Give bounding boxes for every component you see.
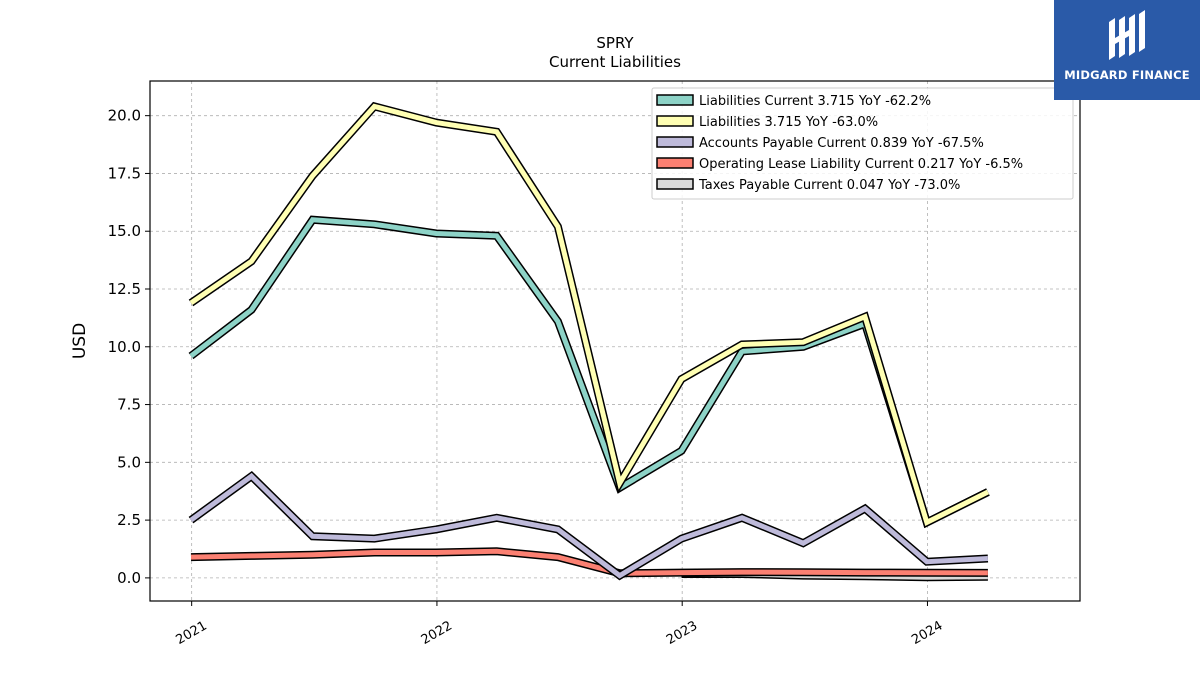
y-tick-label: 10.0 [108,338,141,356]
series-line [189,103,990,526]
legend-swatch [656,136,694,148]
legend-swatch [656,157,694,169]
x-tick-label: 2022 [419,618,455,648]
series-line [190,548,988,576]
legend-entry: Accounts Payable Current 0.839 YoY -67.5… [699,136,984,151]
y-tick-label: 20.0 [108,107,141,125]
y-tick-label: 15.0 [108,222,141,240]
x-tick-label: 2023 [664,618,700,648]
y-tick-label: 17.5 [108,164,141,182]
legend-swatch [656,115,694,127]
series-line-outline [188,470,989,581]
x-axis-ticks: 2021 2022 2023 2024 [174,601,945,648]
y-tick-label: 7.5 [117,396,141,414]
y-tick-label: 12.5 [108,280,141,298]
brand-logo: MIDGARD FINANCE [1054,0,1200,100]
legend-entry: Operating Lease Liability Current 0.217 … [699,157,1023,172]
y-tick-label: 5.0 [117,453,141,471]
legend-swatch [656,178,694,190]
chart-title: SPRY [596,34,634,52]
brand-name: MIDGARD FINANCE [1064,68,1190,82]
legend: Liabilities Current 3.715 YoY -62.2% Liab… [651,87,1074,200]
y-axis-ticks: 0.0 2.5 5.0 7.5 10.0 12.5 15.0 17.5 20.0 [108,107,150,587]
legend-box [651,87,1074,200]
series-lines [188,101,990,582]
y-axis-label: USD [70,323,90,359]
legend-entry: Liabilities Current 3.715 YoY -62.2% [699,94,931,109]
series-line [189,217,990,526]
chart-subtitle: Current Liabilities [549,53,681,71]
x-tick-label: 2024 [909,618,945,648]
x-tick-label: 2021 [174,618,210,648]
plot-frame [149,80,1081,602]
legend-entry: Taxes Payable Current 0.047 YoY -73.0% [698,178,960,193]
legend-entry: Liabilities 3.715 YoY -63.0% [699,115,878,130]
series-line [189,472,989,579]
y-tick-label: 0.0 [117,569,141,587]
legend-swatch [656,94,694,106]
midgard-m-icon [1109,10,1145,60]
y-tick-label: 2.5 [117,511,141,529]
